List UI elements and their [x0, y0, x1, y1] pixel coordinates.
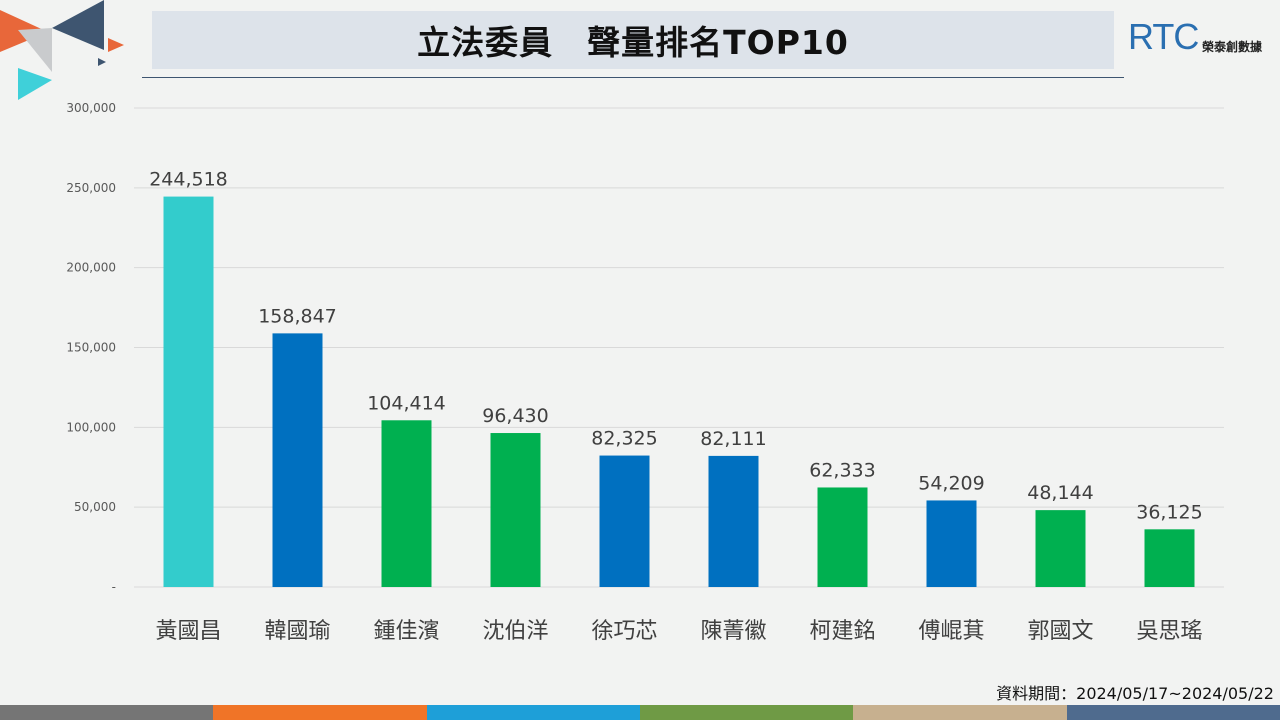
y-tick-label: - — [112, 580, 116, 594]
data-label: 82,111 — [700, 428, 766, 450]
x-tick-label: 傅崐萁 — [918, 619, 984, 644]
corner-decoration — [0, 0, 124, 100]
x-tick-label: 陳菁徽 — [700, 619, 766, 644]
x-tick-label: 韓國瑜 — [264, 619, 330, 644]
bottom-stripe-1 — [0, 705, 214, 720]
data-label: 104,414 — [367, 392, 446, 414]
bar — [599, 455, 650, 587]
bottom-stripe-2 — [213, 705, 427, 720]
bar-chart: - 50,000 100,000 150,000 200,000 250,000 300,0… — [66, 101, 1224, 644]
page-title: 立法委員 聲量排名TOP10 — [417, 23, 849, 62]
x-tick-label: 徐巧芯 — [591, 619, 657, 644]
y-tick-label: 150,000 — [66, 341, 116, 355]
x-tick-label: 黃國昌 — [155, 619, 221, 644]
data-period-note: 資料期間：2024/05/17~2024/05/22 — [996, 684, 1274, 703]
y-tick-label: 200,000 — [66, 261, 116, 275]
company-logo-subtitle: 榮泰創數據 — [1202, 40, 1263, 54]
bar — [926, 500, 977, 587]
bar — [708, 455, 759, 587]
data-label: 82,325 — [591, 428, 657, 450]
y-tick-label: 300,000 — [66, 101, 116, 115]
bottom-stripe-6 — [1066, 705, 1280, 720]
bottom-stripe-5 — [853, 705, 1067, 720]
x-tick-label: 柯建銘 — [809, 619, 875, 644]
bar — [490, 433, 541, 587]
bar — [163, 196, 214, 588]
y-tick-label: 100,000 — [66, 420, 116, 434]
title-underline — [142, 77, 1124, 78]
bottom-stripe-4 — [639, 705, 854, 720]
x-tick-label: 郭國文 — [1027, 619, 1093, 644]
data-label: 54,209 — [918, 472, 984, 494]
company-logo: RTC — [1128, 16, 1199, 57]
data-label: 62,333 — [809, 459, 875, 481]
x-tick-label: 鍾佳濱 — [373, 619, 439, 644]
y-tick-label: 250,000 — [66, 181, 116, 195]
data-label: 48,144 — [1027, 482, 1093, 504]
data-label: 158,847 — [258, 305, 337, 327]
data-label: 36,125 — [1136, 501, 1202, 523]
bar — [381, 420, 432, 587]
x-tick-label: 沈伯洋 — [482, 619, 548, 644]
data-label: 96,430 — [482, 405, 548, 427]
bottom-stripe-3 — [426, 705, 640, 720]
y-tick-label: 50,000 — [74, 500, 116, 514]
bar — [272, 333, 323, 587]
title-bar — [152, 11, 1114, 69]
x-tick-label: 吳思瑤 — [1136, 619, 1202, 644]
data-label: 244,518 — [149, 169, 228, 191]
bar — [1144, 529, 1195, 587]
bar — [1035, 510, 1086, 587]
bottom-color-stripes — [0, 705, 1280, 720]
bar — [817, 487, 868, 587]
